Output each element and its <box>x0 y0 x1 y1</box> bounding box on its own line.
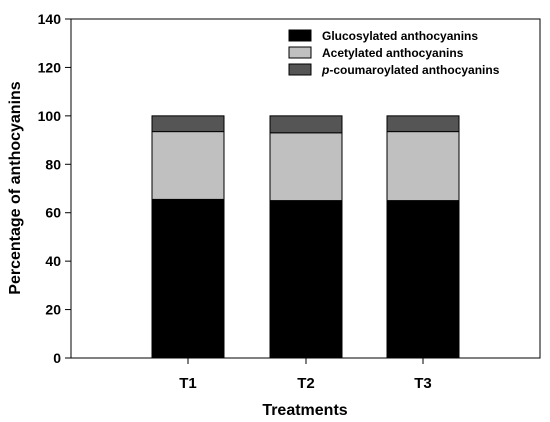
legend-swatch <box>288 63 312 76</box>
y-tick-label: 100 <box>38 108 62 124</box>
legend-swatch <box>288 46 312 59</box>
y-tick-label: 140 <box>38 11 62 27</box>
legend-label: Glucosylated anthocyanins <box>322 29 478 43</box>
bar-segment <box>269 115 343 134</box>
bar-segment <box>386 200 460 359</box>
legend-swatch <box>288 29 312 42</box>
legend-label: Acetylated anthocyanins <box>322 46 464 60</box>
bar-segment <box>386 131 460 202</box>
y-tick-label: 60 <box>45 205 61 221</box>
bar-segment <box>151 198 225 359</box>
y-tick-label: 120 <box>38 59 62 75</box>
y-axis-title: Percentage of anthocyanins <box>7 81 24 294</box>
legend-label: p-coumaroylated anthocyanins <box>321 63 500 77</box>
y-tick-label: 40 <box>45 253 61 269</box>
x-tick-label: T2 <box>297 375 315 392</box>
y-tick-label: 20 <box>45 302 61 318</box>
bar-segment <box>151 131 225 200</box>
bar-segment <box>269 132 343 202</box>
bar-segment <box>386 115 460 133</box>
bar-segment <box>151 115 225 133</box>
y-tick-label: 0 <box>53 350 61 366</box>
x-tick-label: T3 <box>414 375 432 392</box>
x-tick-label: T1 <box>179 375 197 392</box>
bar-segment <box>269 200 343 359</box>
y-tick-label: 80 <box>45 156 61 172</box>
x-axis-title: Treatments <box>262 402 347 419</box>
